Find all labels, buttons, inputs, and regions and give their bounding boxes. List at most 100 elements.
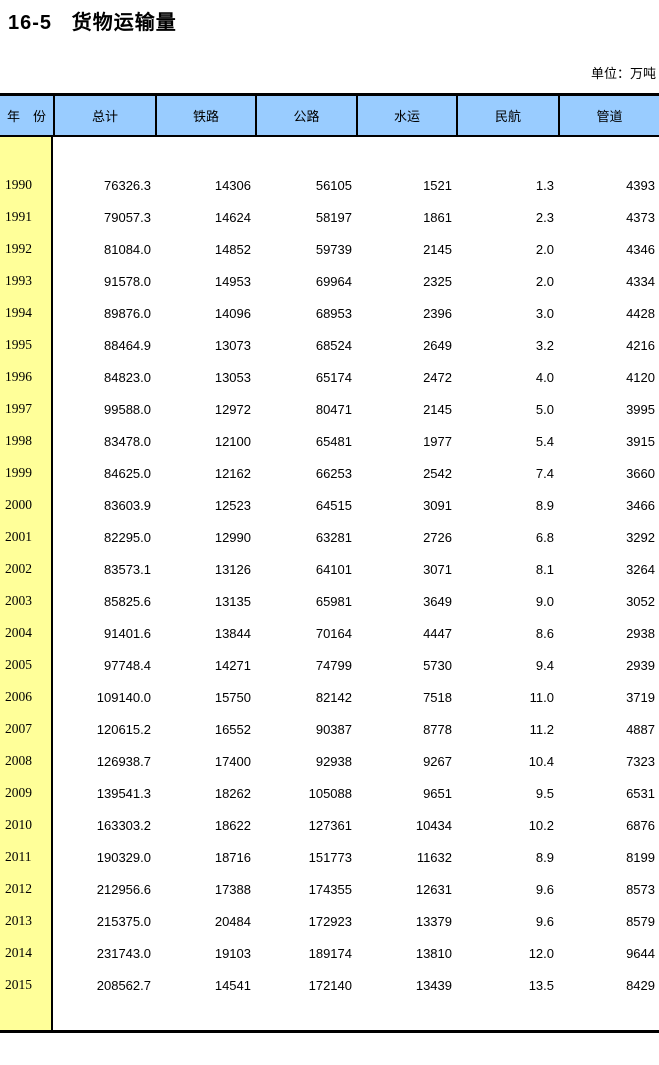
value-cell: 215375.0 [96,913,151,929]
year-cell: 2008 [5,753,32,768]
column-header-1: 总计 [53,96,155,135]
value-cell: 58197 [315,209,352,225]
year-cell: 1991 [5,209,32,224]
value-cell: 9.6 [535,913,554,929]
table-row: 2011 190329.0 18716 151773 11632 8.9 8199 [0,841,659,873]
value-cell: 208562.7 [96,977,151,993]
column-header-4: 水运 [356,96,456,135]
value-cell: 4.0 [535,369,554,385]
value-cell: 12100 [214,433,251,449]
table-row: 2012 212956.6 17388 174355 12631 9.6 8573 [0,873,659,905]
value-cell: 10.4 [528,753,554,769]
value-cell: 90387 [315,721,352,737]
value-cell: 82295.0 [104,529,151,545]
value-cell: 65481 [315,433,352,449]
table-row: 2007 120615.2 16552 90387 8778 11.2 4887 [0,713,659,745]
column-header-0: 年 份 [6,109,46,124]
value-cell: 68524 [315,337,352,353]
table-row: 2001 82295.0 12990 63281 2726 6.8 3292 [0,521,659,553]
value-cell: 76326.3 [104,177,151,193]
table-rows: 1990 76326.3 14306 56105 1521 1.3 4393 1991 7905… [0,137,659,1001]
table-row: 2009 139541.3 18262 105088 9651 9.5 6531 [0,777,659,809]
value-cell: 8573 [626,881,655,897]
value-cell: 88464.9 [104,337,151,353]
value-cell: 13439 [415,977,452,993]
table-row: 1994 89876.0 14096 68953 2396 3.0 4428 [0,297,659,329]
value-cell: 9644 [626,945,655,961]
value-cell: 89876.0 [104,305,151,321]
value-cell: 3995 [626,401,655,417]
year-cell: 1990 [5,177,32,192]
value-cell: 6876 [626,817,655,833]
value-cell: 2.3 [535,209,554,225]
value-cell: 3071 [423,561,452,577]
value-cell: 11.2 [529,721,554,737]
table-row: 2005 97748.4 14271 74799 5730 9.4 2939 [0,649,659,681]
table-row: 1999 84625.0 12162 66253 2542 7.4 3660 [0,457,659,489]
value-cell: 20484 [214,913,251,929]
value-cell: 4447 [423,625,452,641]
table-row: 2006 109140.0 15750 82142 7518 11.0 3719 [0,681,659,713]
value-cell: 64101 [315,561,352,577]
value-cell: 3719 [626,689,655,705]
year-column-background [0,137,53,1030]
value-cell: 139541.3 [96,785,151,801]
table-row: 2014 231743.0 19103 189174 13810 12.0 9644 [0,937,659,969]
value-cell: 66253 [315,465,352,481]
table-row: 2002 83573.1 13126 64101 3071 8.1 3264 [0,553,659,585]
value-cell: 3660 [626,465,655,481]
table-row: 2000 83603.9 12523 64515 3091 8.9 3466 [0,489,659,521]
table-row: 1996 84823.0 13053 65174 2472 4.0 4120 [0,361,659,393]
value-cell: 83478.0 [104,433,151,449]
value-cell: 231743.0 [96,945,151,961]
value-cell: 83603.9 [104,497,151,513]
value-cell: 2.0 [535,241,554,257]
value-cell: 1861 [423,209,452,225]
value-cell: 3264 [626,561,655,577]
year-cell: 2005 [5,657,32,672]
value-cell: 99588.0 [104,401,151,417]
value-cell: 18262 [214,785,251,801]
year-cell: 2011 [5,849,32,864]
value-cell: 2938 [626,625,655,641]
value-cell: 5.0 [535,401,554,417]
value-cell: 4373 [626,209,655,225]
column-header-3: 公路 [255,96,356,135]
value-cell: 3649 [423,593,452,609]
value-cell: 9.0 [535,593,554,609]
value-cell: 4120 [626,369,655,385]
value-cell: 4393 [626,177,655,193]
value-cell: 81084.0 [104,241,151,257]
value-cell: 84823.0 [104,369,151,385]
year-cell: 2002 [5,561,32,576]
year-cell: 2003 [5,593,32,608]
value-cell: 14541 [214,977,251,993]
value-cell: 4428 [626,305,655,321]
table-row: 2004 91401.6 13844 70164 4447 8.6 2938 [0,617,659,649]
value-cell: 91401.6 [104,625,151,641]
year-cell: 2000 [5,497,32,512]
value-cell: 2145 [423,401,452,417]
value-cell: 8778 [423,721,452,737]
value-cell: 65981 [315,593,352,609]
value-cell: 2472 [423,369,452,385]
table-row: 1991 79057.3 14624 58197 1861 2.3 4373 [0,201,659,233]
value-cell: 151773 [308,849,352,865]
value-cell: 80471 [315,401,352,417]
value-cell: 172923 [308,913,352,929]
value-cell: 12523 [214,497,251,513]
value-cell: 126938.7 [96,753,151,769]
value-cell: 127361 [308,817,352,833]
value-cell: 190329.0 [96,849,151,865]
value-cell: 83573.1 [104,561,151,577]
year-cell: 2014 [5,945,32,960]
value-cell: 79057.3 [104,209,151,225]
value-cell: 13135 [214,593,251,609]
year-cell: 2007 [5,721,32,736]
value-cell: 4334 [626,273,655,289]
value-cell: 2726 [423,529,452,545]
value-cell: 74799 [315,657,352,673]
value-cell: 12990 [214,529,251,545]
value-cell: 17400 [214,753,251,769]
value-cell: 9651 [423,785,452,801]
